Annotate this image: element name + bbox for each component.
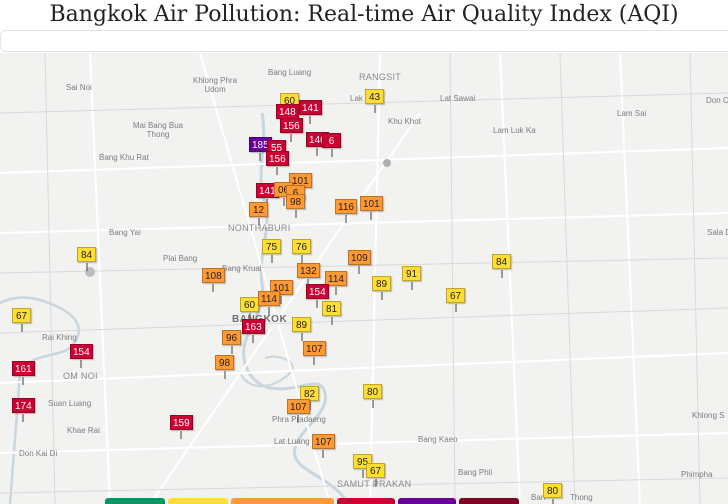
aqi-marker[interactable]: 67 <box>366 463 385 487</box>
aqi-marker[interactable]: 107 <box>287 399 310 423</box>
place-bang-phli: Bang Phli <box>458 468 493 477</box>
aqi-marker[interactable]: 84 <box>492 254 511 278</box>
place-phimpha: Phimpha <box>681 470 713 479</box>
aqi-marker[interactable]: 116 <box>335 199 357 223</box>
place-mai-bang-bua-thong: Mai Bang Bua Thong <box>132 121 184 139</box>
place-khae-rai: Khae Rai <box>67 426 100 435</box>
legend-hazardous <box>459 498 519 504</box>
aqi-marker[interactable]: 154 <box>306 284 329 308</box>
place-bang-kaeo: Bang Kaeo <box>418 435 458 444</box>
place-lam-sai: Lam Sai <box>617 109 647 118</box>
aqi-map[interactable]: Sai Noi Khlong Phra Udom Bang Luang RANG… <box>0 53 728 504</box>
aqi-marker[interactable]: 107 <box>312 434 335 458</box>
aqi-marker[interactable]: 80 <box>363 384 382 408</box>
place-bang-kruai: Bang Kruai <box>222 264 262 273</box>
aqi-marker[interactable]: 114 <box>258 291 280 315</box>
aqi-marker[interactable]: 89 <box>372 276 391 300</box>
legend-very-unhealthy <box>398 498 456 504</box>
aqi-marker[interactable]: 84 <box>77 247 96 271</box>
river-loop <box>239 355 294 388</box>
legend-sensitive <box>231 498 334 504</box>
place-don-c: Don C <box>706 96 728 105</box>
place-rangsit: RANGSIT <box>359 72 402 82</box>
aqi-marker[interactable]: 161 <box>12 361 35 385</box>
west-river <box>0 296 80 504</box>
aqi-marker[interactable]: 67 <box>12 308 31 332</box>
legend-unhealthy <box>337 498 395 504</box>
place-bang-luang: Bang Luang <box>268 68 312 77</box>
place-thong: Thong <box>570 493 593 502</box>
legend-good <box>105 498 165 504</box>
place-khlong-phra-udom: Khlong Phra Udom <box>192 76 238 94</box>
place-lat-luang: Lat Luang <box>274 437 310 446</box>
aqi-marker[interactable]: 60 <box>240 297 259 321</box>
aqi-marker[interactable]: 163 <box>242 319 265 343</box>
aqi-marker[interactable]: 132 <box>297 263 320 287</box>
search-bar[interactable] <box>0 30 728 52</box>
gray-dot <box>85 267 95 277</box>
aqi-marker[interactable]: 159 <box>170 415 193 439</box>
aqi-marker[interactable]: 156 <box>266 151 289 175</box>
place-don-kai-di: Don Kai Di <box>19 449 58 458</box>
aqi-marker[interactable]: 154 <box>70 344 93 368</box>
aqi-marker[interactable]: 156 <box>280 118 303 142</box>
place-sai-noi: Sai Noi <box>66 83 92 92</box>
place-lat-sawai: Lat Sawai <box>440 94 476 103</box>
map-base-layer <box>0 53 728 504</box>
road-network <box>0 53 728 504</box>
dam-dot <box>383 159 391 167</box>
page-title: Bangkok Air Pollution: Real-time Air Qua… <box>49 2 679 27</box>
aqi-marker[interactable]: 6 <box>322 133 341 157</box>
legend-moderate <box>168 498 228 504</box>
aqi-marker[interactable]: 148 <box>276 104 299 128</box>
place-khu-khot: Khu Khot <box>388 117 421 126</box>
aqi-marker[interactable]: 96 <box>222 330 241 354</box>
aqi-marker[interactable]: 12 <box>249 202 268 226</box>
aqi-marker[interactable]: 98 <box>215 355 234 379</box>
place-plai-bang: Plai Bang <box>163 254 198 263</box>
place-om-noi: OM NOI <box>63 371 98 381</box>
aqi-marker[interactable]: 89 <box>292 317 311 341</box>
aqi-marker[interactable]: 76 <box>292 239 311 263</box>
aqi-marker[interactable]: 114 <box>325 271 347 295</box>
aqi-marker[interactable]: 101 <box>360 196 383 220</box>
aqi-marker[interactable]: 91 <box>402 266 421 290</box>
aqi-marker[interactable]: 174 <box>12 398 35 422</box>
aqi-marker[interactable]: 80 <box>543 483 562 504</box>
place-nonthaburi: NONTHABURI <box>228 223 291 233</box>
aqi-marker[interactable]: 98 <box>286 194 305 218</box>
place-lam-luk-ka: Lam Luk Ka <box>493 126 536 135</box>
aqi-marker[interactable]: 108 <box>202 268 225 292</box>
place-rai-khing: Rai Khing <box>42 333 77 342</box>
minor-roads <box>0 53 728 504</box>
place-khlong-s: Khlong S <box>692 411 725 420</box>
place-samut-prakan: SAMUT PRAKAN <box>337 479 412 489</box>
place-bang-khu-rat: Bang Khu Rat <box>99 153 149 162</box>
place-suan-luang: Suan Luang <box>48 399 92 408</box>
aqi-marker[interactable]: 81 <box>322 301 341 325</box>
place-sala-d: Sala D <box>707 228 728 237</box>
place-lak: Lak <box>350 94 363 103</box>
aqi-marker[interactable]: 43 <box>365 89 384 113</box>
aqi-marker[interactable]: 67 <box>446 288 465 312</box>
place-ban: Ban <box>531 493 546 502</box>
aqi-marker[interactable]: 107 <box>303 341 326 365</box>
aqi-marker[interactable]: 141 <box>299 100 322 124</box>
aqi-marker[interactable]: 109 <box>348 250 371 274</box>
place-bang-yai: Bang Yai <box>109 228 141 237</box>
aqi-marker[interactable]: 75 <box>262 239 281 263</box>
